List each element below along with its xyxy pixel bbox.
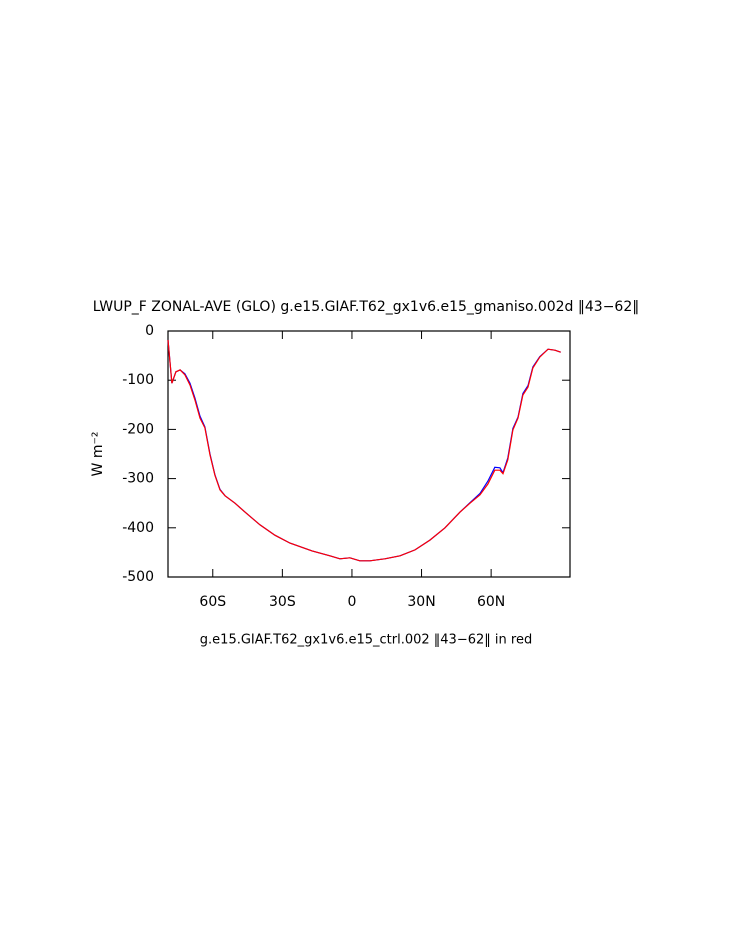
chart-title: LWUP_F ZONAL-AVE (GLO) g.e15.GIAF.T62_gx… [93,299,640,315]
x-tick-label: 60N [477,594,505,610]
y-tick-label: -300 [122,471,154,487]
y-axis-label: W m⁻² [90,432,106,477]
series-line [167,339,561,562]
y-tick-label: -400 [122,520,154,536]
y-tick-label: -100 [122,372,154,388]
x-tick-label: 30N [407,594,435,610]
plot-frame [167,330,571,578]
x-tick-label: 0 [347,594,356,610]
y-tick-label: -500 [122,569,154,585]
x-caption: g.e15.GIAF.T62_gx1v6.e15_ctrl.002 ‖43−62… [200,633,532,648]
y-tick-label: -200 [122,421,154,437]
y-tick-label: 0 [145,323,154,339]
series-line [167,339,561,562]
x-tick-label: 30S [269,594,296,610]
x-tick-label: 60S [199,594,226,610]
